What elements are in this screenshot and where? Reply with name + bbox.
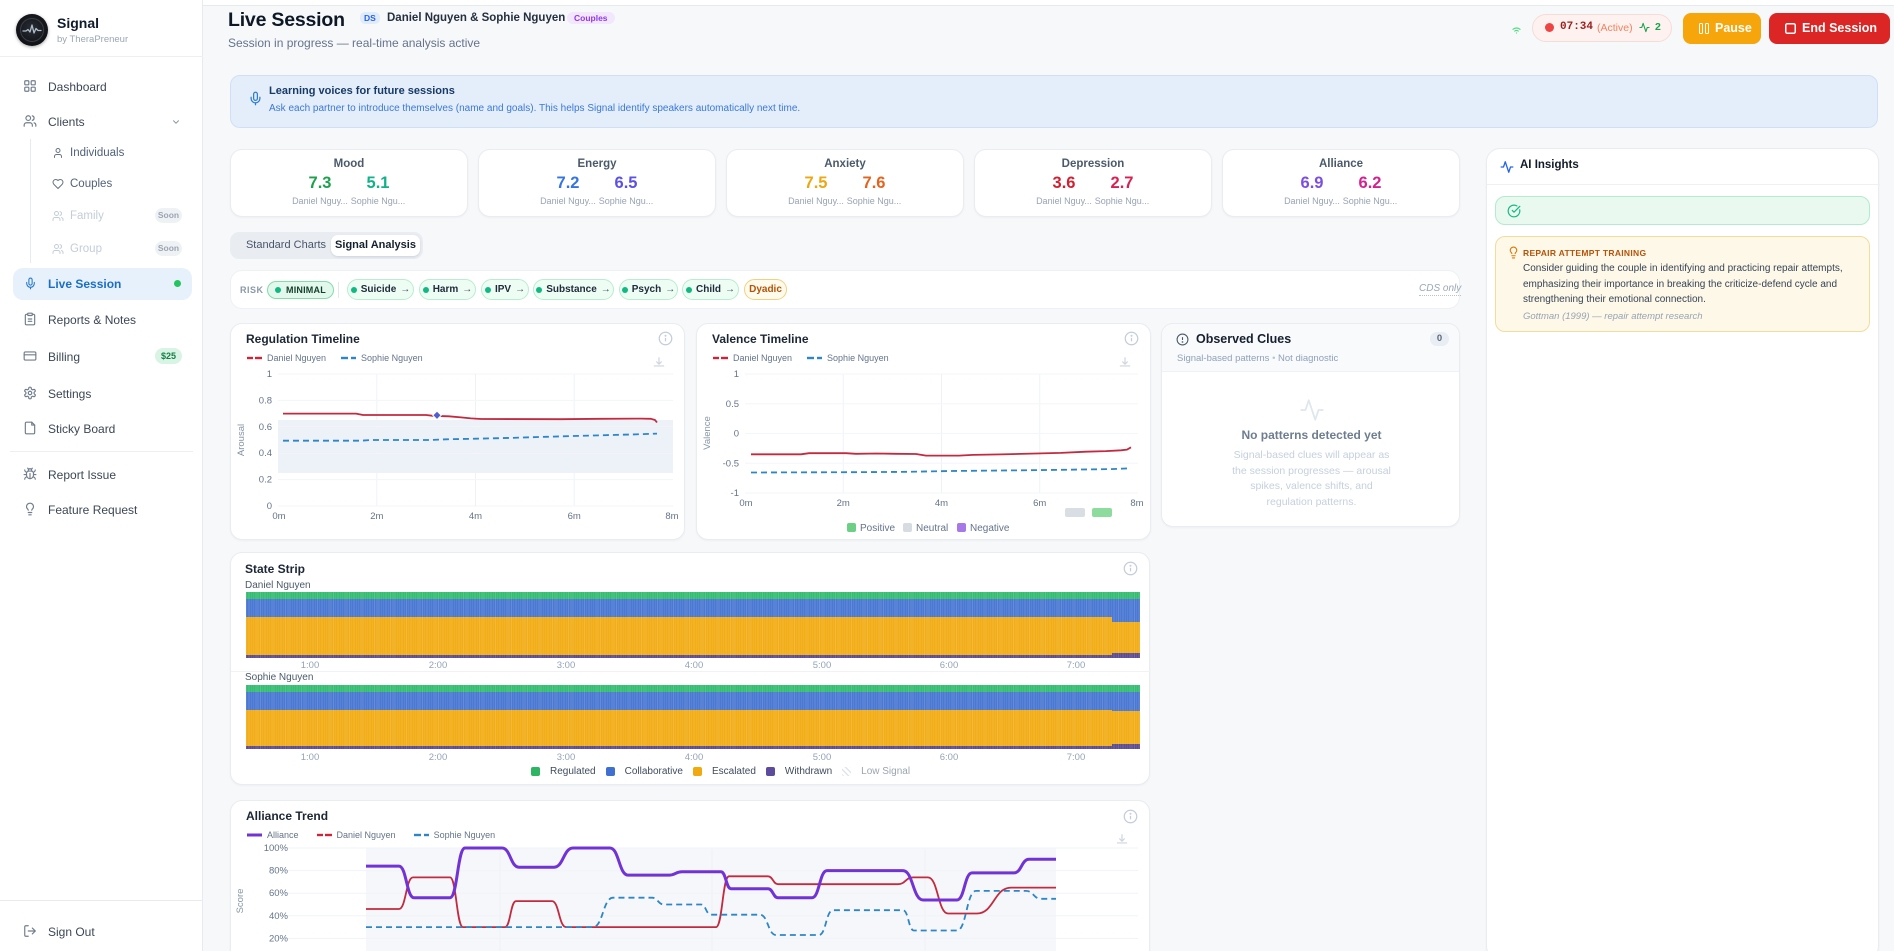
- svg-text:60%: 60%: [269, 888, 289, 899]
- svg-text:Neutral: Neutral: [916, 523, 948, 534]
- svg-text:2m: 2m: [370, 511, 383, 522]
- svg-text:0: 0: [734, 429, 739, 440]
- svg-text:20%: 20%: [269, 933, 289, 944]
- svg-text:Positive: Positive: [860, 523, 895, 534]
- svg-text:4m: 4m: [935, 498, 948, 509]
- svg-text:0m: 0m: [739, 498, 752, 509]
- svg-text:0.6: 0.6: [259, 422, 272, 433]
- svg-text:8m: 8m: [1130, 498, 1143, 509]
- svg-text:Arousal: Arousal: [236, 424, 247, 456]
- svg-text:Negative: Negative: [970, 523, 1010, 534]
- svg-text:0.2: 0.2: [259, 475, 272, 486]
- svg-text:80%: 80%: [269, 866, 289, 877]
- svg-text:40%: 40%: [269, 911, 289, 922]
- svg-text:4m: 4m: [469, 511, 482, 522]
- svg-text:0.5: 0.5: [726, 399, 739, 410]
- svg-text:2m: 2m: [837, 498, 850, 509]
- svg-text:8m: 8m: [665, 511, 678, 522]
- svg-text:0m: 0m: [272, 511, 285, 522]
- svg-text:0: 0: [267, 501, 272, 512]
- svg-text:Score: Score: [235, 889, 246, 914]
- svg-text:1: 1: [734, 369, 739, 380]
- svg-text:0.4: 0.4: [259, 448, 272, 459]
- svg-text:Valence: Valence: [702, 416, 713, 450]
- svg-text:6m: 6m: [568, 511, 581, 522]
- svg-text:-0.5: -0.5: [723, 458, 739, 469]
- svg-text:1: 1: [267, 369, 272, 380]
- svg-text:-1: -1: [731, 488, 739, 499]
- svg-text:100%: 100%: [264, 843, 289, 854]
- svg-text:6m: 6m: [1033, 498, 1046, 509]
- svg-text:0.8: 0.8: [259, 395, 272, 406]
